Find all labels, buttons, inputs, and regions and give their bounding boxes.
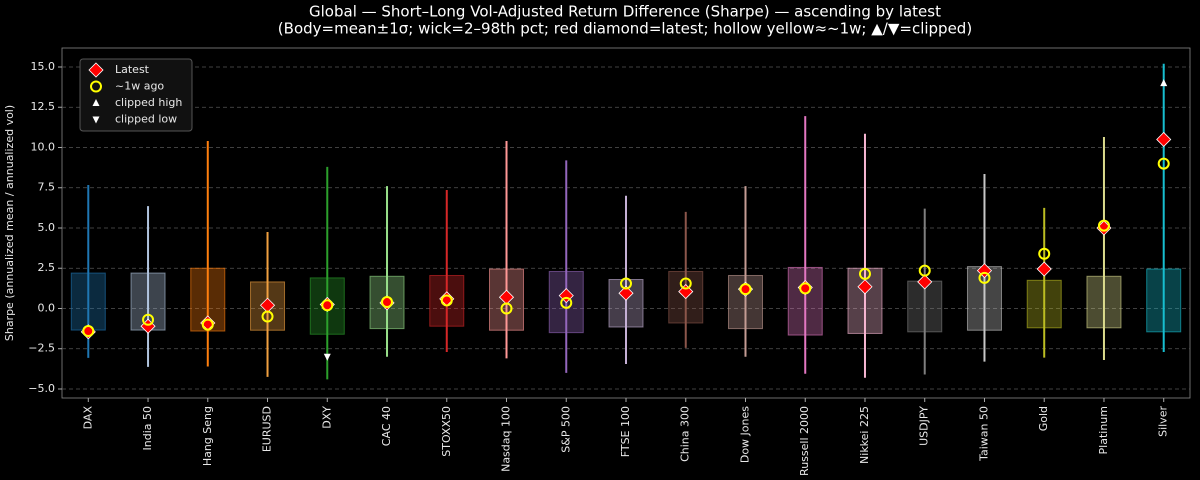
y-tick-label: 5.0 (38, 221, 56, 234)
marker (1036, 261, 1052, 277)
marker (500, 302, 513, 315)
y-tick-label: 7.5 (38, 181, 56, 194)
x-tick-label: China 300 (679, 406, 692, 462)
y-axis-label: Sharpe (annualized mean / annualized vol… (3, 105, 16, 341)
x-tick-label: Nikkei 225 (858, 406, 871, 464)
chart-title: Global — Short–Long Vol-Adjusted Return … (309, 3, 941, 21)
marker (678, 284, 694, 300)
marker (739, 283, 752, 296)
y-tick-label: 10.0 (31, 140, 56, 153)
legend-label: clipped high (115, 96, 182, 109)
y-tick-label: 0.0 (38, 301, 56, 314)
marker (1157, 157, 1170, 170)
marker (620, 277, 632, 290)
chart-subtitle: (Body=mean±1σ; wick=2–98th pct; red diam… (278, 20, 972, 38)
y-tick-label: 15.0 (31, 60, 56, 73)
marker (323, 353, 331, 361)
marker (560, 296, 573, 309)
marker (381, 296, 394, 309)
marker (142, 313, 155, 326)
x-tick-label: S&P 500 (559, 406, 572, 453)
y-tick-label: −5.0 (28, 382, 55, 395)
x-tick-label: Silver (1157, 406, 1170, 437)
x-tick-label: EURUSD (261, 406, 274, 452)
marker (201, 318, 214, 331)
marker (679, 277, 692, 290)
marker (978, 271, 991, 284)
marker (321, 299, 334, 312)
marker (261, 310, 274, 323)
marker (1160, 79, 1168, 87)
x-tick-label: Russell 2000 (798, 406, 811, 476)
marker (82, 325, 95, 338)
legend-label: ~1w ago (115, 80, 164, 93)
marker (799, 282, 812, 295)
legend-marker (92, 99, 100, 106)
x-tick-label: Hang Seng (201, 406, 214, 466)
x-tick-label: DXY (320, 406, 333, 429)
y-tick-label: −2.5 (28, 342, 55, 355)
x-tick-label: STOXX50 (440, 406, 453, 457)
legend-marker (92, 116, 100, 124)
x-tick-label: India 50 (141, 406, 154, 451)
x-tick-label: USDJPY (918, 406, 931, 446)
marker (1097, 219, 1110, 232)
legend-label: clipped low (115, 113, 177, 126)
legend-label: Latest (115, 63, 150, 76)
legend-box (79, 58, 193, 132)
marker (440, 294, 453, 307)
marker (917, 274, 933, 290)
x-tick-label: Nasdaq 100 (500, 406, 513, 472)
x-tick-label: Taiwan 50 (977, 406, 990, 462)
legend-marker (90, 80, 102, 93)
x-tick-label: FTSE 100 (619, 406, 632, 457)
x-tick-label: CAC 40 (380, 406, 393, 446)
x-tick-label: DAX (81, 406, 94, 430)
marker (1038, 247, 1051, 260)
x-tick-label: Platinum (1097, 406, 1110, 454)
marker (918, 264, 931, 277)
marker (1156, 131, 1172, 148)
legend-marker (88, 62, 104, 78)
marker (857, 279, 873, 295)
y-tick-label: 12.5 (31, 100, 56, 113)
y-tick-label: 2.5 (38, 261, 56, 274)
marker (618, 285, 634, 301)
x-tick-label: Dow Jones (738, 406, 751, 463)
x-tick-label: Gold (1037, 406, 1050, 431)
marker (858, 267, 871, 280)
